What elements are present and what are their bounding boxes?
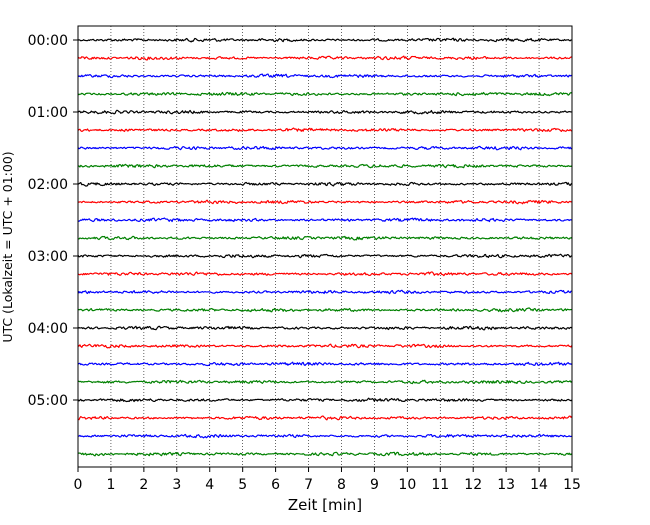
trace-layer [77,37,573,457]
y-axis-label: UTC (Lokalzeit = UTC + 01:00) [0,151,15,342]
x-tick-label: 5 [238,477,247,493]
x-tick-label: 7 [304,477,313,493]
seismogram-trace [77,217,572,223]
seismogram-trace [77,361,573,367]
x-tick-label: 1 [106,477,115,493]
seismogram-trace [77,91,573,97]
x-tick-label: 6 [271,477,280,493]
seismogram-trace [77,379,573,385]
seismogram-trace [77,325,573,331]
seismogram-trace [77,127,573,133]
seismogram-trace [77,451,573,457]
seismogram-trace [77,253,573,259]
x-tick-label: 2 [139,477,148,493]
x-tick-label: 0 [74,477,83,493]
seismogram-trace [77,163,573,169]
seismogram-trace [77,109,572,115]
seismogram-trace [77,433,573,439]
axis-layer: 0 1 2 3 4 5 6 7 8 9 10 11 12 13 14 1500:0001:0002:0003:… [28,33,581,493]
y-tick-label: 01:00 [28,105,68,121]
seismogram-trace [77,199,573,205]
seismogram-trace [77,415,573,421]
x-tick-label: 13 [497,477,515,493]
seismogram-trace [77,235,573,241]
x-tick-label: 12 [464,477,482,493]
seismogram-trace [77,55,573,61]
x-tick-label: 14 [530,477,548,493]
x-tick-label: 4 [205,477,214,493]
y-tick-label: 02:00 [28,177,68,193]
y-tick-label: 05:00 [28,393,68,409]
x-tick-label: 11 [431,477,449,493]
y-tick-label: 00:00 [28,33,68,49]
seismogram-trace [77,73,573,79]
seismogram-trace [77,307,573,313]
x-tick-label: 10 [398,477,416,493]
seismogram-trace [77,145,573,151]
seismogram-trace [77,271,573,277]
x-axis-label: Zeit [min] [288,496,362,514]
seismogram-trace [77,181,573,187]
seismogram-trace [77,37,573,43]
seismogram-trace [77,397,573,403]
x-tick-label: 3 [172,477,181,493]
y-tick-label: 04:00 [28,321,68,337]
plot-frame [77,25,573,468]
x-tick-label: 15 [563,477,581,493]
y-tick-label: 03:00 [28,249,68,265]
seismogram-trace [77,343,573,349]
x-tick-label: 9 [370,477,379,493]
x-tick-label: 8 [337,477,346,493]
seismogram-trace [77,289,573,295]
